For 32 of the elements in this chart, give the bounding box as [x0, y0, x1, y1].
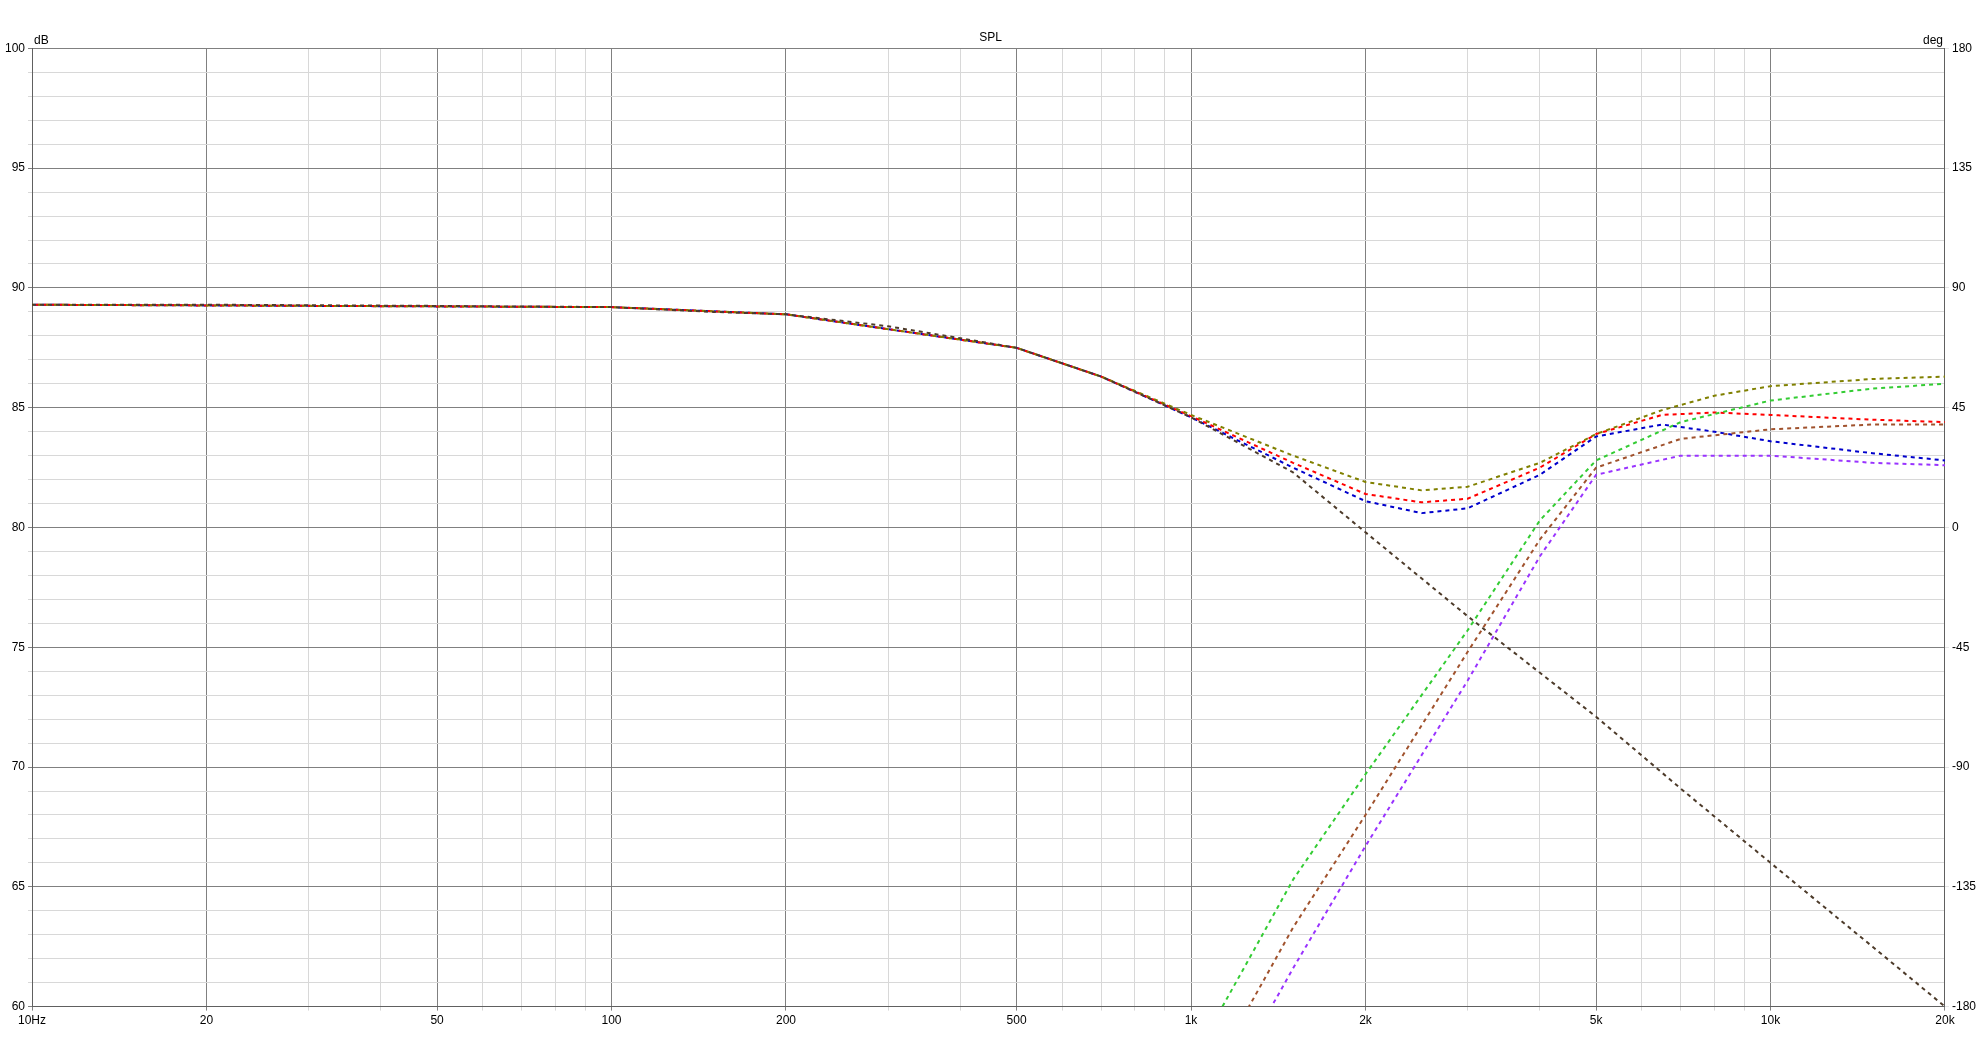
x-tick-label: 5k: [1589, 1013, 1604, 1028]
x-tick-label: 200: [775, 1013, 797, 1028]
x-tick-label: 10Hz: [18, 1013, 47, 1028]
x-tick-label: 500: [1006, 1013, 1027, 1028]
y-tick-label: 70: [11, 759, 26, 774]
y-tick-label: 90: [11, 280, 26, 295]
y2-tick-label: -180: [1951, 998, 1977, 1013]
y2-tick-label: -45: [1951, 639, 1970, 654]
y2-tick-label: -90: [1951, 759, 1970, 774]
x-tick-label: 50: [430, 1013, 445, 1028]
y2-tick-label: 180: [1951, 40, 1973, 55]
x-tick-label: 20k: [1935, 1013, 1956, 1028]
y-tick-label: 75: [11, 639, 26, 654]
y2-tick-label: -135: [1951, 879, 1977, 894]
y2-tick-label: 0: [1951, 519, 1959, 534]
y2-tick-label: 45: [1951, 400, 1966, 415]
y-tick-label: 95: [11, 160, 26, 175]
x-tick-label: 100: [601, 1013, 622, 1028]
y-tick-label: 60: [11, 998, 26, 1013]
y2-tick-label: 135: [1951, 160, 1973, 175]
x-tick-label: 2k: [1359, 1013, 1373, 1028]
chart-title: SPL: [979, 29, 1003, 44]
y-tick-label: 100: [4, 40, 26, 55]
y-tick-label: 85: [11, 400, 26, 415]
y2-tick-label: 90: [1951, 280, 1966, 295]
x-tick-label: 1k: [1184, 1013, 1199, 1028]
y-tick-label: 80: [11, 519, 26, 534]
y2-axis-title: deg: [1922, 32, 1943, 47]
y-axis-title: dB: [34, 32, 49, 47]
x-tick-label: 10k: [1760, 1013, 1782, 1028]
y-tick-label: 65: [11, 879, 26, 894]
x-tick-label: 20: [199, 1013, 214, 1028]
